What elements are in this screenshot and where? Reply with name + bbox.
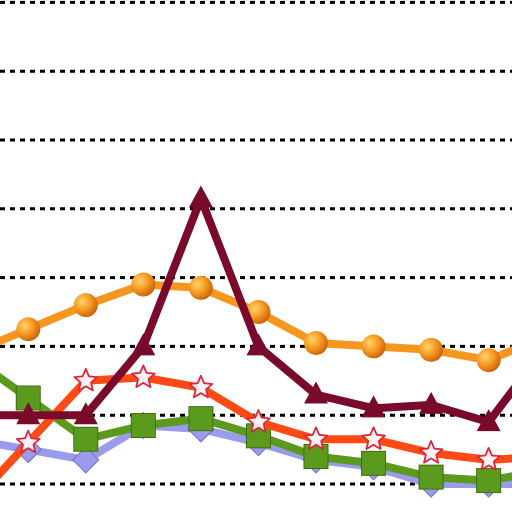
series-3-point-6	[303, 426, 329, 450]
series-3-point-1	[15, 429, 41, 454]
series-1-point-9	[476, 409, 501, 432]
series-1	[0, 185, 512, 432]
series-3-point-7	[361, 426, 386, 450]
series-5-point-2	[72, 446, 100, 474]
series-2-point-4	[188, 275, 213, 300]
series-1-point-8	[419, 391, 444, 414]
series-3	[0, 364, 512, 479]
series-3-point-4	[188, 374, 214, 399]
series-layer	[0, 185, 512, 498]
series-1-point-4	[188, 185, 213, 208]
series-3-point-2	[73, 367, 99, 392]
series-1-point-5	[246, 333, 271, 356]
series-3-point-3	[131, 364, 156, 388]
series-2-point-6	[304, 330, 328, 355]
series-1-point-7	[361, 395, 386, 418]
series-4-point-7	[361, 450, 387, 476]
series-2	[0, 272, 512, 373]
series-2-point-9	[476, 348, 501, 373]
series-3-line	[0, 373, 512, 479]
series-2-point-5	[246, 300, 271, 324]
series-2-point-2	[73, 293, 98, 318]
series-3-point-5	[246, 409, 271, 433]
series-4-point-9	[476, 468, 502, 494]
series-4-point-2	[73, 426, 99, 452]
series-2-point-7	[361, 334, 386, 359]
series-1-point-6	[304, 381, 328, 404]
series-2-point-3	[131, 272, 156, 297]
series-3-point-9	[476, 447, 501, 471]
series-2-point-1	[16, 317, 41, 342]
series-1-point-3	[131, 333, 156, 356]
series-4-point-3	[130, 413, 156, 439]
series-1-point-1	[16, 402, 41, 425]
series-4-point-6	[303, 443, 329, 469]
series-1-point-2	[73, 402, 98, 425]
series-2-point-8	[419, 337, 444, 362]
series-3-point-8	[418, 440, 444, 464]
series-4-point-8	[418, 464, 444, 490]
series-4-point-4	[188, 406, 214, 432]
series-1-line	[0, 194, 512, 427]
